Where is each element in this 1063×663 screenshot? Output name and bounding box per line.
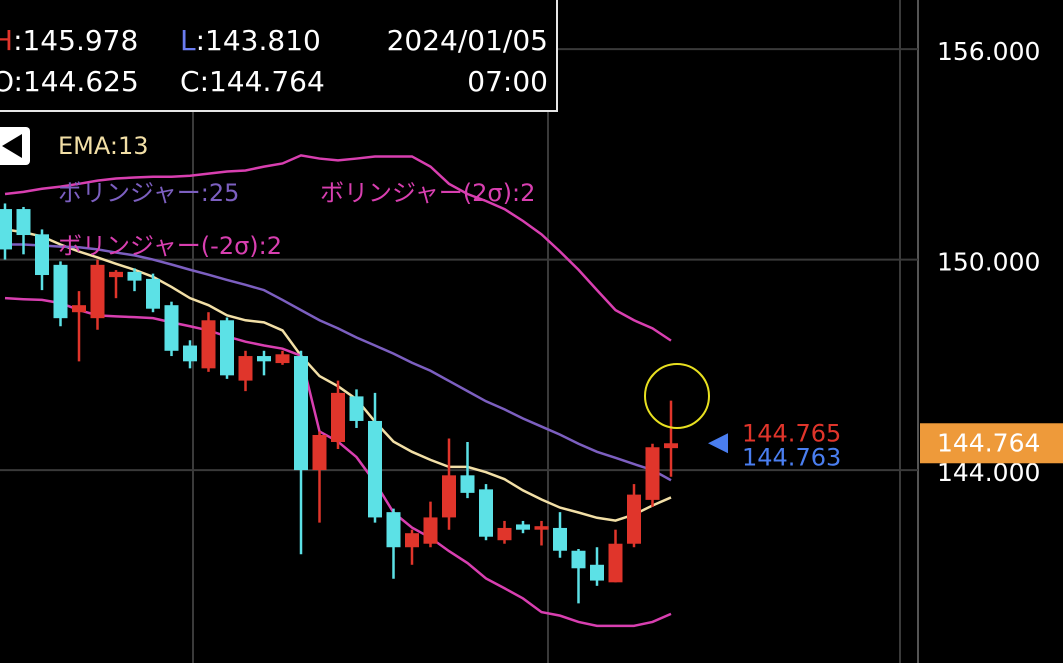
indicator-line [5,243,672,482]
candle-body [645,447,660,500]
candle-body [294,356,308,471]
ohlc-item: C:144.764 [180,65,325,98]
highlight-circle [644,363,710,429]
legend-entry: ボリンジャー:25 [58,179,239,207]
candle-body [516,524,530,530]
ask-price: 144.763 [742,443,841,471]
candle-body [497,527,512,541]
ohlc-value: :145.978 [13,24,138,57]
legend-entry: EMA:13 [58,132,149,160]
legend-entry: ボリンジャー(2σ):2 [320,179,535,207]
candle-body [183,345,197,362]
candle-body [109,271,123,278]
candle-body [0,209,12,250]
legend: EMA:13 ボリンジャー:25 ボリンジャー(2σ):2 ボリンジャー(-2σ):2 [58,132,535,260]
candle-body [127,271,142,281]
candle-body [534,526,549,530]
ohlc-key: L [180,24,196,57]
ohlc-date: 2024/01/05 [387,24,548,57]
candle-body [627,494,641,544]
candle-body [368,420,382,518]
legend-entry: ボリンジャー(-2σ):2 [58,232,282,260]
price-pointer [708,433,728,454]
y-tick-label: 150.000 [937,248,1040,277]
ohlc-item: H:145.978 [0,24,138,57]
ohlc-time: 07:00 [467,65,548,98]
current-price: 144.764 [937,428,1040,457]
candle-body [479,489,493,537]
candle-body [386,512,401,548]
candle-body [423,517,438,544]
candle-body [146,278,160,309]
candle-body [553,527,567,551]
candle-body [664,443,678,449]
ohlc-box: H:145.978 L:143.810 O:144.625 C:144.764 2024… [0,0,558,112]
candle-body [257,356,271,362]
ohlc-item: O:144.625 [0,65,139,98]
candle-body [349,396,364,421]
candle-body [72,305,86,313]
ohlc-key: O [0,65,14,98]
candle-body [442,475,456,518]
y-tick-label: 156.000 [937,37,1040,66]
ohlc-item: L:143.810 [180,24,321,57]
current-price-box [920,423,1063,464]
candle-body [312,434,327,471]
bid-price: 144.765 [742,419,841,447]
candle-body [405,533,419,548]
ohlc-key: H [0,24,13,57]
candle-body [275,354,290,364]
indicator-line [4,154,672,342]
ohlc-value: :143.810 [196,24,321,57]
candle-body [90,264,105,319]
candle-body [590,564,604,581]
ohlc-value: :144.764 [200,65,325,98]
candle-body [220,320,234,376]
candle-body [331,392,345,442]
candle-body [460,475,475,493]
candle-body [16,209,31,236]
ohlc-key: C [180,65,200,98]
candle-body [608,543,623,583]
ohlc-frame [0,0,558,112]
candle-body [571,550,586,569]
candle-body [201,320,216,369]
ohlc-value: :144.625 [14,65,139,98]
candle-body [164,305,179,351]
candle-body [53,264,68,319]
candle-body [35,234,49,276]
back-button-icon[interactable] [2,134,22,158]
back-button[interactable] [0,127,30,165]
candle-body [238,356,253,381]
